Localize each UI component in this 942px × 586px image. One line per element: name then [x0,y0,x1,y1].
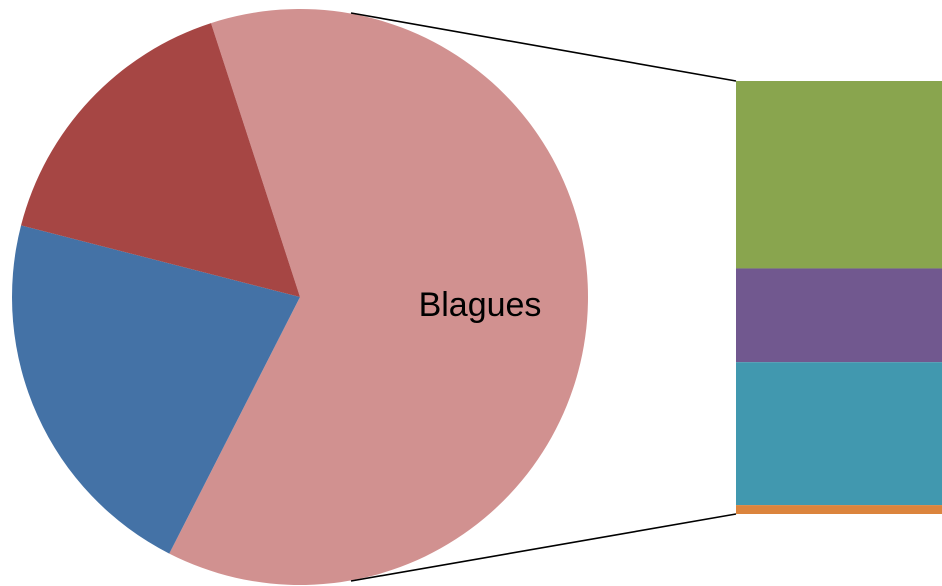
pie-slice-1 [12,225,301,554]
connector-line-bottom [350,513,737,582]
bar-segment-3 [736,505,942,514]
pie-slice-label: Blagues [419,286,542,324]
pie-slice-2 [21,23,301,297]
connector-lines [350,12,737,582]
data-labels: Blagues [419,286,542,324]
stacked-bar [736,81,942,514]
bar-segment-1 [736,268,942,363]
bar-segment-2 [736,362,942,506]
pie [12,9,589,586]
bar-segment-0 [736,81,942,269]
connector-line-top [350,12,737,82]
pie-slice-0 [169,9,589,586]
